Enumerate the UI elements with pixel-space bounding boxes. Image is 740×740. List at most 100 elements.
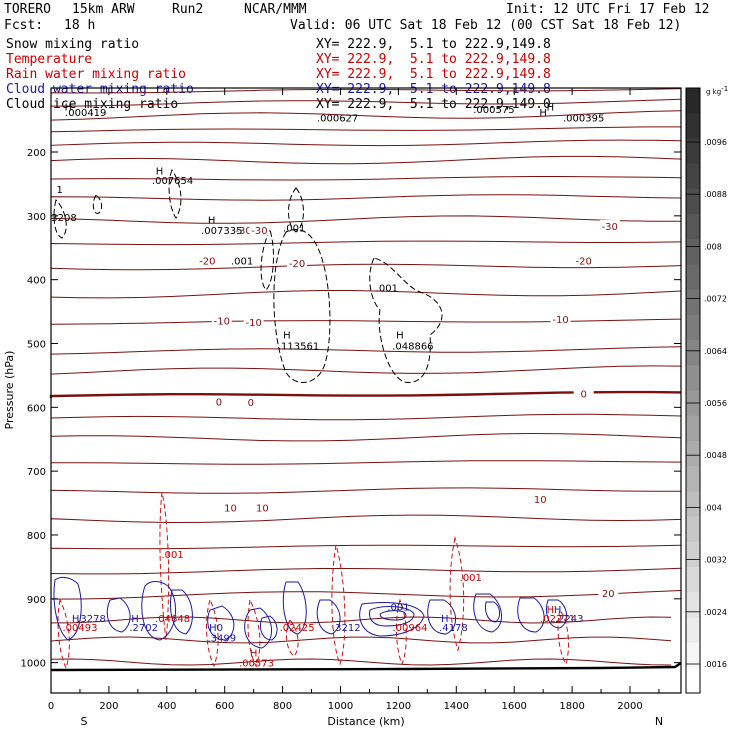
isotherm-line [50, 365, 682, 375]
colorbar-unit: g kg-1 [706, 85, 728, 96]
rain-contour [159, 491, 170, 641]
contour-value: .3499 [207, 634, 236, 645]
colorbar-swatch [686, 163, 700, 190]
colorbar-swatch [686, 214, 700, 240]
colorbar-label: .0024 [704, 608, 727, 617]
cloud-water-contour [170, 589, 193, 635]
contour-value: .00493 [62, 623, 97, 634]
x-tick-label: 1000 [328, 701, 353, 712]
isotherm-line [50, 590, 682, 600]
snow-contour [92, 194, 103, 214]
temperature-label: -10 [214, 317, 230, 328]
colorbar-swatch [686, 541, 700, 568]
temperature-label-bg [211, 314, 232, 326]
colorbar-label: .0072 [704, 295, 727, 304]
temperature-label-bg [208, 395, 229, 407]
colorbar-swatch [686, 239, 700, 265]
cloud-water-contour [259, 615, 278, 641]
contour-value: .113561 [278, 341, 319, 352]
high-marker: H [396, 331, 404, 342]
temperature-label: 0 [216, 398, 222, 409]
isotherm-line [50, 567, 682, 575]
colorbar-label: .0016 [704, 660, 727, 669]
high-marker: H [156, 167, 164, 178]
valid-time: Valid: 06 UTC Sat 18 Feb 12 (00 CST Sat … [290, 18, 682, 33]
temperature-label-bg [598, 587, 619, 599]
colorbar-swatch [686, 440, 700, 467]
field-name-snow: Snow mixing ratio [6, 37, 140, 52]
high-marker: H0 [209, 623, 223, 634]
model-name: TORERO [4, 2, 51, 17]
isotherm-line [50, 318, 682, 325]
contour-value: .001 [161, 550, 183, 561]
x-tick-label: 400 [157, 701, 176, 712]
colorbar-swatch [686, 491, 700, 518]
x-tick-label: 1400 [444, 701, 469, 712]
isotherm-line [50, 110, 682, 121]
contour-value: .3278 [77, 614, 106, 625]
isotherm-line [50, 263, 682, 271]
y-tick-label: 800 [27, 531, 46, 542]
temperature-label-bg [220, 501, 241, 513]
high-marker: H [250, 648, 258, 659]
colorbar-swatch [686, 617, 700, 644]
contour-value: .4178 [439, 623, 468, 634]
y-tick-label: 700 [27, 467, 46, 478]
temperature-isotherms [49, 88, 682, 666]
temperature-label: 10 [256, 504, 269, 515]
isotherm-line [50, 658, 672, 666]
contour-value: .00573 [239, 659, 274, 670]
y-tick-label: 300 [27, 212, 46, 223]
rain-contour [206, 598, 219, 668]
contour-value: .000419 [65, 108, 106, 119]
y-tick-label: 200 [27, 148, 46, 159]
temperature-label-bg [530, 493, 551, 505]
colorbar-label: .0088 [704, 190, 727, 199]
plot-frame [50, 87, 682, 694]
plot-border [50, 87, 682, 694]
isotherm-line [50, 413, 682, 421]
temperature-label: -30 [602, 222, 618, 233]
temperature-label-bg [599, 220, 620, 232]
contour-value: .007654 [152, 176, 193, 187]
forecast-label: Fcst: [4, 18, 44, 33]
contour-value: .02271 [540, 614, 575, 625]
colorbar-label: .0064 [704, 347, 727, 356]
colorbar-swatch [686, 667, 700, 694]
snow-contour [260, 228, 274, 291]
field-name-temperature: Temperature [6, 52, 93, 67]
colorbar-label: .0056 [704, 399, 727, 408]
cloud-water-contour [517, 597, 545, 633]
contour-value: .000627 [317, 114, 358, 125]
colorbar-swatch [686, 113, 700, 139]
colorbar-label: .008 [704, 242, 722, 251]
temperature-label-bg [240, 396, 261, 408]
temperature-label: 10 [224, 504, 237, 515]
cloud-water-contour [473, 593, 502, 633]
high-marker: H [441, 614, 449, 625]
organization: NCAR/MMM [244, 2, 307, 17]
temperature-label-bg [287, 257, 308, 269]
axis-ticks: 0 200 400 600 800 1000 1200 1400 1600 1800 2000200… [21, 88, 681, 712]
temperature-label-bg [243, 315, 264, 327]
isotherm-line [50, 139, 682, 147]
x-tick-label: 1200 [386, 701, 411, 712]
rain-contour [247, 598, 261, 668]
colorbar-swatch [686, 365, 700, 391]
colorbar-swatch [686, 289, 700, 316]
rain-contour [286, 619, 299, 657]
temperature-label: -10 [552, 315, 568, 326]
colorbar-swatch [686, 340, 700, 366]
temperature-label-bg [550, 313, 571, 325]
y-tick-label: 900 [27, 595, 46, 606]
cloud-water-contour [359, 602, 425, 637]
field-xy-cloud-ice: XY= 222.9, 5.1 to 222.9,149.0 [316, 97, 551, 112]
contour-value: .000575 [473, 105, 514, 116]
snow-contour [369, 257, 443, 383]
high-marker: H [547, 605, 555, 616]
start-point-label: S [81, 715, 88, 728]
y-tick-label: 600 [27, 403, 46, 414]
contour-value: .007335 [201, 226, 242, 237]
cloud-water-contour [369, 606, 415, 627]
isotherm-line [50, 616, 672, 624]
